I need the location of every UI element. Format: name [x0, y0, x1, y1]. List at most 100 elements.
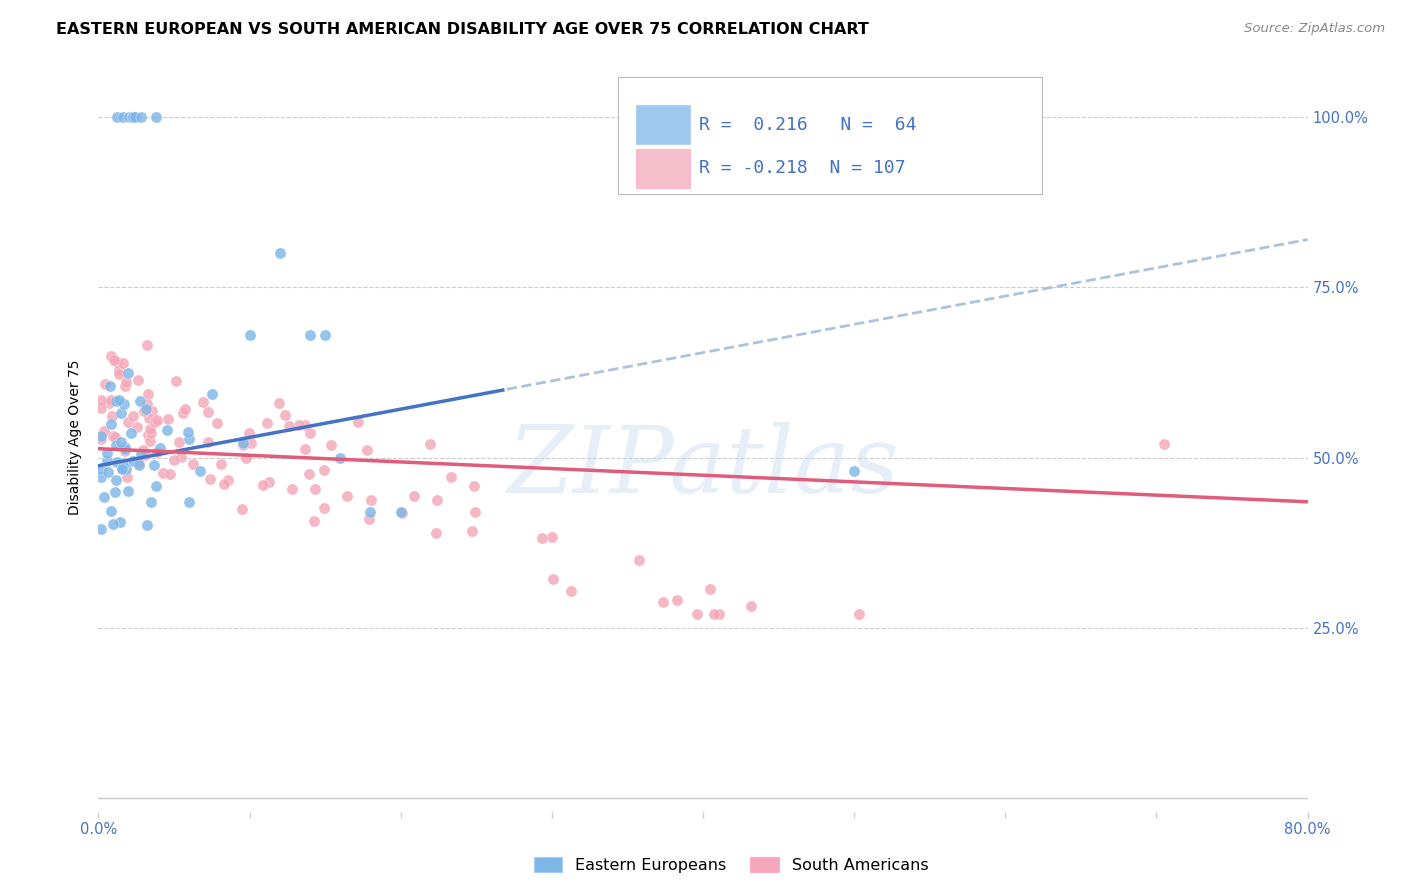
Text: Source: ZipAtlas.com: Source: ZipAtlas.com [1244, 22, 1385, 36]
Point [138, 422, 160, 436]
Point [197, 405, 219, 419]
Point [239, 327, 262, 342]
Point [257, 475, 280, 489]
Point [188, 464, 211, 478]
Point [117, 483, 139, 498]
Point [107, 393, 129, 408]
Point [117, 367, 139, 381]
Point [359, 512, 381, 526]
Point [848, 607, 870, 622]
Point [336, 489, 359, 503]
Point [129, 110, 152, 124]
Point [156, 423, 179, 437]
Point [105, 355, 128, 369]
Point [217, 473, 239, 487]
Point [356, 443, 378, 458]
Point [703, 607, 725, 622]
Point [115, 376, 138, 390]
Point [299, 327, 322, 342]
Point [103, 353, 125, 368]
Point [281, 482, 304, 496]
Point [699, 582, 721, 597]
Point [627, 553, 650, 567]
Text: ZIPatlas: ZIPatlas [508, 422, 898, 512]
Point [152, 466, 174, 480]
Point [543, 573, 565, 587]
Point [101, 409, 124, 423]
Point [179, 432, 201, 446]
Point [90, 392, 112, 407]
Point [201, 387, 224, 401]
Point [294, 418, 316, 433]
Point [314, 327, 336, 342]
Point [231, 502, 253, 516]
Point [128, 458, 150, 472]
Point [112, 397, 135, 411]
Point [104, 473, 127, 487]
Point [389, 505, 412, 519]
Point [122, 110, 145, 124]
Point [235, 451, 257, 466]
Point [132, 443, 155, 458]
Text: R =  0.216   N =  64: R = 0.216 N = 64 [699, 116, 917, 134]
Point [90, 462, 112, 476]
Point [288, 418, 311, 433]
Point [94, 377, 117, 392]
Point [135, 338, 157, 352]
Point [314, 463, 336, 477]
Point [111, 110, 134, 124]
Point [256, 416, 278, 430]
Point [652, 595, 675, 609]
Point [1153, 437, 1175, 451]
Point [145, 110, 167, 124]
Point [111, 461, 134, 475]
Point [120, 425, 142, 440]
Point [540, 530, 562, 544]
Point [146, 445, 169, 459]
Point [134, 449, 156, 463]
Point [97, 465, 120, 479]
Point [666, 593, 689, 607]
Point [104, 430, 127, 444]
Point [105, 110, 128, 124]
Point [96, 446, 118, 460]
Point [100, 393, 122, 408]
Point [314, 501, 336, 516]
Point [157, 412, 180, 426]
Point [844, 464, 866, 478]
Y-axis label: Disability Age Over 75: Disability Age Over 75 [69, 359, 83, 515]
Point [426, 492, 449, 507]
Point [177, 495, 200, 509]
Point [294, 442, 316, 456]
Point [232, 438, 254, 452]
Point [304, 482, 326, 496]
Point [707, 607, 730, 622]
Point [122, 409, 145, 424]
Point [560, 583, 582, 598]
Point [172, 406, 194, 420]
Point [238, 425, 260, 440]
Point [143, 415, 166, 429]
Point [181, 457, 204, 471]
Point [146, 413, 169, 427]
Point [170, 450, 193, 464]
Point [163, 453, 186, 467]
Point [90, 432, 112, 446]
Point [98, 396, 121, 410]
Point [139, 434, 162, 449]
Point [90, 522, 112, 536]
Point [346, 415, 368, 429]
Point [108, 367, 131, 381]
Point [463, 479, 485, 493]
Point [240, 435, 263, 450]
Point [530, 531, 553, 545]
Point [104, 485, 127, 500]
Point [136, 428, 159, 442]
Point [108, 363, 131, 377]
Point [232, 436, 254, 450]
FancyBboxPatch shape [619, 78, 1042, 194]
Point [142, 458, 165, 472]
Point [167, 435, 190, 450]
Point [131, 447, 153, 461]
Point [138, 410, 160, 425]
